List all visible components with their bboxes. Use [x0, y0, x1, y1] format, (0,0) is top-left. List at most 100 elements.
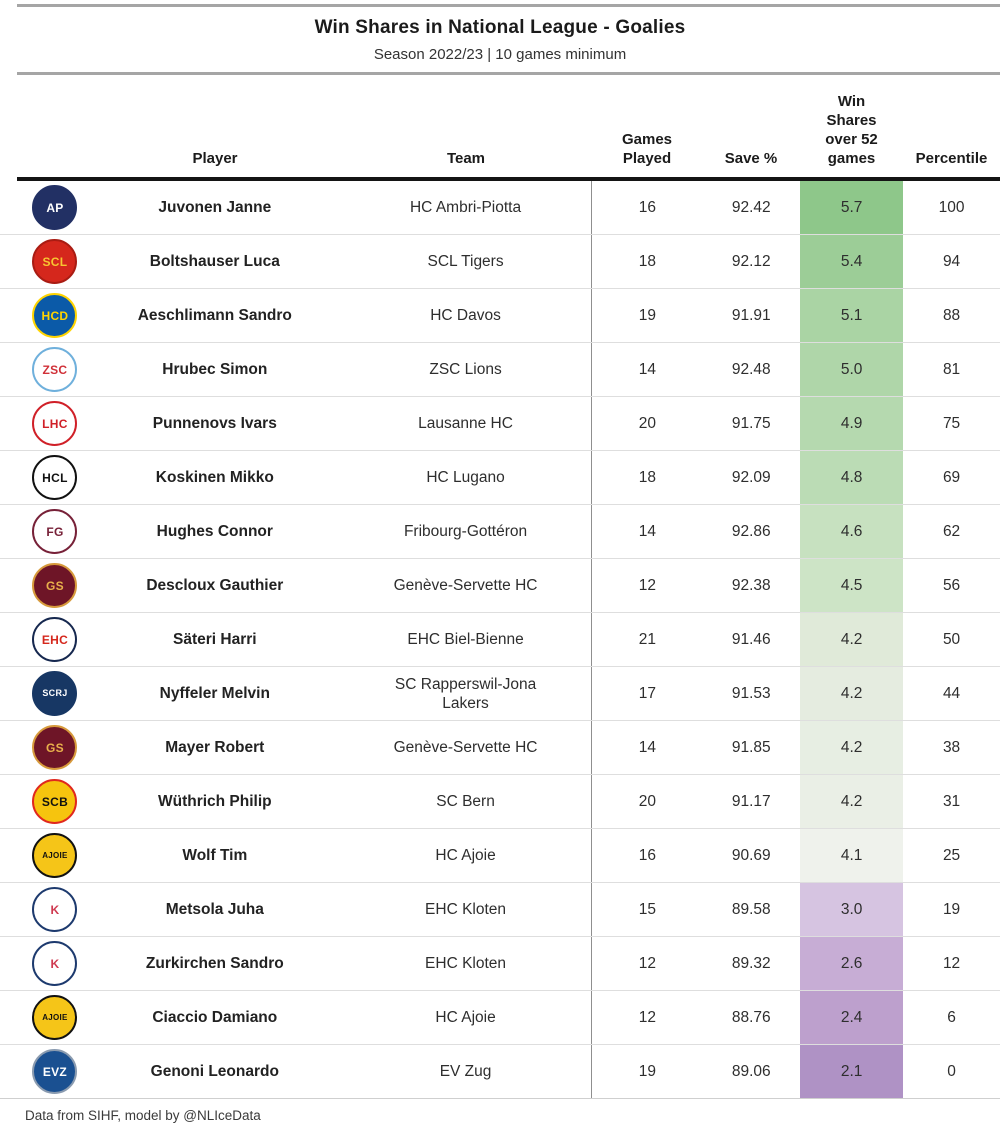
games-played-value: 19	[591, 289, 702, 342]
games-played-value: 20	[591, 775, 702, 828]
team-logo-abbr: SCL	[42, 254, 68, 269]
games-played-value: 21	[591, 613, 702, 666]
team-logo-icon: LHC	[32, 401, 78, 446]
team-logo-cell: GS	[0, 721, 90, 774]
save-pct-value: 92.09	[731, 468, 771, 486]
team-logo-icon: AJOIE	[32, 995, 78, 1040]
player-name: Juvonen Janne	[158, 198, 272, 216]
player-name: Zurkirchen Sandro	[145, 954, 284, 972]
win-shares-cell: 2.6	[800, 937, 904, 990]
save-pct-value: 91.53	[731, 684, 771, 702]
table-row: SCB Wüthrich Philip SC Bern 20 91.17 4.2…	[0, 775, 1000, 829]
win-shares-cell: 5.0	[800, 343, 904, 396]
win-shares-cell: 5.4	[800, 235, 904, 288]
win-shares-cell: 4.5	[800, 559, 904, 612]
player-name: Koskinen Mikko	[155, 468, 274, 486]
column-header-percentile: Percentile	[915, 150, 988, 167]
percentile-value: 31	[942, 792, 961, 810]
team-name: SC Bern	[436, 793, 495, 810]
player-name: Aeschlimann Sandro	[137, 306, 292, 324]
games-played-value: 14	[591, 343, 702, 396]
table-row: LHC Punnenovs Ivars Lausanne HC 20 91.75…	[0, 397, 1000, 451]
column-header-games-played: Games Played	[621, 131, 673, 167]
team-logo-abbr: ZSC	[42, 362, 68, 377]
team-logo-cell: AP	[0, 181, 90, 234]
team-logo-cell: FG	[0, 505, 90, 558]
player-name: Metsola Juha	[165, 900, 264, 918]
percentile-value: 44	[942, 684, 961, 702]
team-logo-cell: GS	[0, 559, 90, 612]
games-played-value: 14	[591, 505, 702, 558]
team-logo-abbr: AP	[46, 200, 64, 215]
percentile-value: 12	[942, 954, 961, 972]
win-shares-cell: 5.7	[800, 181, 904, 234]
team-logo-icon: HCD	[32, 293, 78, 338]
team-logo-icon: AP	[32, 185, 78, 230]
page-title: Win Shares in National League - Goalies	[314, 17, 686, 38]
save-pct-value: 92.42	[731, 198, 771, 216]
team-logo-icon: K	[32, 941, 78, 986]
save-pct-value: 89.06	[731, 1062, 771, 1080]
team-logo-icon: EHC	[32, 617, 78, 662]
win-shares-cell: 2.4	[800, 991, 904, 1044]
team-logo-abbr: HCD	[41, 308, 69, 323]
save-pct-value: 89.32	[731, 954, 771, 972]
team-logo-abbr: AJOIE	[42, 850, 68, 860]
player-name: Hrubec Simon	[162, 360, 268, 378]
table-header-row: Player Team Games Played Save % Win Shar…	[0, 75, 1000, 177]
player-name: Nyffeler Melvin	[159, 684, 270, 702]
team-logo-icon: SCB	[32, 779, 78, 824]
table-row: EHC Säteri Harri EHC Biel-Bienne 21 91.4…	[0, 613, 1000, 667]
table-row: SCL Boltshauser Luca SCL Tigers 18 92.12…	[0, 235, 1000, 289]
table-row: K Metsola Juha EHC Kloten 15 89.58 3.0 1…	[0, 883, 1000, 937]
team-name: ZSC Lions	[429, 361, 502, 378]
save-pct-value: 92.38	[731, 576, 771, 594]
team-logo-icon: GS	[32, 563, 78, 608]
games-played-value: 12	[591, 559, 702, 612]
percentile-value: 38	[942, 738, 961, 756]
team-logo-abbr: LHC	[42, 416, 68, 431]
team-logo-cell: ZSC	[0, 343, 90, 396]
save-pct-value: 89.58	[731, 900, 771, 918]
player-name: Punnenovs Ivars	[152, 414, 277, 432]
team-logo-cell: EHC	[0, 613, 90, 666]
team-name: Genève-Servette HC	[393, 739, 538, 756]
win-shares-cell: 4.8	[800, 451, 904, 504]
player-name: Descloux Gauthier	[146, 576, 284, 594]
games-played-value: 15	[591, 883, 702, 936]
win-shares-cell: 4.2	[800, 775, 904, 828]
win-shares-cell: 4.2	[800, 613, 904, 666]
win-shares-cell: 4.1	[800, 829, 904, 882]
team-logo-cell: HCD	[0, 289, 90, 342]
team-name: Genève-Servette HC	[393, 577, 538, 594]
team-name: HC Ajoie	[435, 1009, 496, 1026]
save-pct-value: 88.76	[731, 1008, 771, 1026]
win-shares-cell: 5.1	[800, 289, 904, 342]
team-name: HC Ambri-Piotta	[409, 199, 522, 216]
percentile-value: 94	[942, 252, 961, 270]
column-header-win-shares: Win Shares over 52 games	[825, 93, 878, 167]
percentile-value: 100	[938, 198, 965, 216]
player-name: Wolf Tim	[182, 846, 248, 864]
table-row: GS Mayer Robert Genève-Servette HC 14 91…	[0, 721, 1000, 775]
team-logo-abbr: EHC	[41, 632, 69, 647]
team-name: EHC Kloten	[425, 955, 507, 972]
percentile-value: 81	[942, 360, 961, 378]
team-logo-icon: HCL	[32, 455, 78, 500]
save-pct-value: 92.12	[731, 252, 771, 270]
team-logo-abbr: K	[50, 956, 60, 971]
team-logo-icon: FG	[32, 509, 78, 554]
team-logo-cell: AJOIE	[0, 829, 90, 882]
column-header-player: Player	[192, 150, 238, 167]
team-logo-icon: K	[32, 887, 78, 932]
save-pct-value: 91.91	[731, 306, 771, 324]
team-logo-cell: K	[0, 937, 90, 990]
team-name: SCL Tigers	[427, 253, 504, 270]
table-row: AJOIE Wolf Tim HC Ajoie 16 90.69 4.1 25	[0, 829, 1000, 883]
games-played-value: 18	[591, 451, 702, 504]
team-logo-cell: SCB	[0, 775, 90, 828]
save-pct-value: 92.86	[731, 522, 771, 540]
win-shares-cell: 4.6	[800, 505, 904, 558]
team-logo-abbr: K	[50, 902, 60, 917]
team-logo-abbr: GS	[45, 740, 64, 755]
